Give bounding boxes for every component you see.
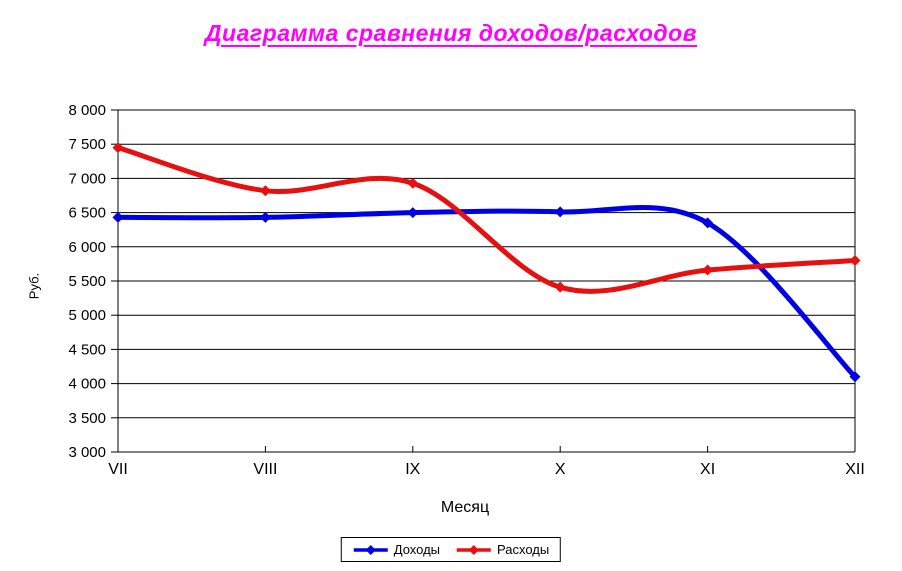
data-point-marker-income <box>849 371 861 383</box>
series-line-expenses <box>115 145 858 294</box>
legend-label-expenses: Расходы <box>497 542 550 557</box>
y-tick-label: 7 500 <box>68 136 106 153</box>
data-point-marker-expenses <box>702 264 714 276</box>
y-tick-label: 5 500 <box>68 273 106 290</box>
data-point-marker-income <box>554 206 566 218</box>
y-tick-label: 4 000 <box>68 376 106 393</box>
x-tick-label: XI <box>700 461 715 478</box>
y-tick-label: 3 500 <box>68 410 106 427</box>
expenses-line-swatch-icon <box>457 544 492 555</box>
legend-item-income: Доходы <box>353 542 440 557</box>
legend-label-income: Доходы <box>393 542 441 557</box>
data-point-marker-expenses <box>112 142 124 154</box>
x-tick-label: VIII <box>253 461 277 478</box>
x-tick-label: XII <box>845 461 865 478</box>
series-line-income <box>115 205 858 380</box>
data-point-marker-expenses <box>554 281 566 293</box>
legend-item-expenses: Расходы <box>456 542 549 557</box>
data-point-marker-expenses <box>259 185 271 197</box>
data-point-marker-income <box>259 211 271 223</box>
y-tick-label: 7 000 <box>68 170 106 187</box>
y-axis-title: Руб. <box>26 272 42 300</box>
data-point-marker-income <box>407 207 419 219</box>
data-point-marker-income <box>702 217 714 229</box>
y-tick-label: 6 500 <box>68 205 106 222</box>
y-tick-label: 6 000 <box>68 239 106 256</box>
x-tick-label: IX <box>405 461 420 478</box>
chart-title: Диаграмма сравнения доходов/расходов <box>204 20 698 46</box>
data-point-marker-income <box>112 211 124 223</box>
x-axis-title: Месяц <box>440 499 490 516</box>
y-tick-label: 5 000 <box>68 307 106 324</box>
income-line-swatch-icon <box>353 544 388 555</box>
legend: Доходы Расходы <box>340 537 562 562</box>
x-tick-label: X <box>555 461 566 478</box>
data-point-marker-expenses <box>849 254 861 266</box>
x-tick-label: VII <box>108 461 128 478</box>
y-tick-label: 3 000 <box>68 444 106 461</box>
data-point-marker-expenses <box>407 177 419 189</box>
y-tick-label: 8 000 <box>68 102 106 119</box>
y-tick-label: 4 500 <box>68 341 106 358</box>
